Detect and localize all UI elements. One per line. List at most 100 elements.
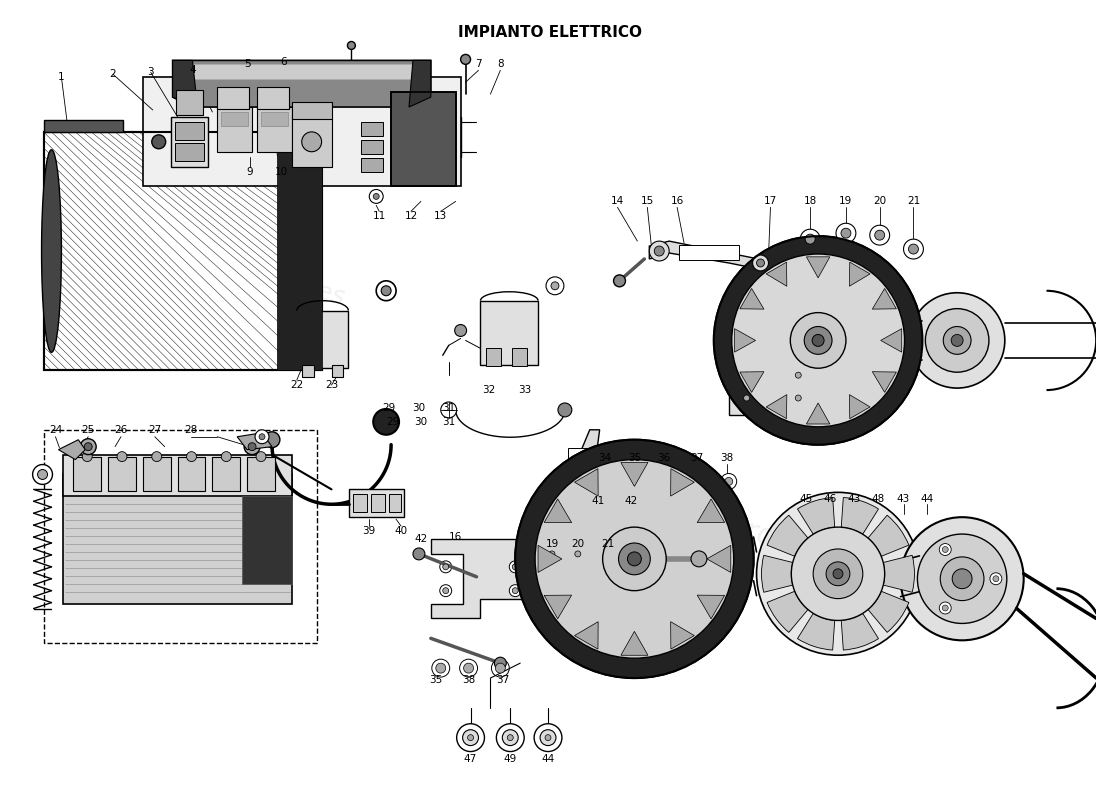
Circle shape	[812, 334, 824, 346]
Bar	[331, 366, 343, 377]
Text: 14: 14	[610, 196, 624, 206]
Circle shape	[571, 547, 585, 561]
Text: 43: 43	[847, 494, 860, 504]
Text: 30: 30	[412, 403, 426, 413]
Text: 20: 20	[873, 196, 887, 206]
Text: 24: 24	[48, 425, 62, 434]
Bar	[257, 87, 289, 109]
Circle shape	[546, 277, 564, 294]
Bar	[392, 92, 455, 186]
Circle shape	[826, 562, 850, 586]
Wedge shape	[868, 591, 909, 632]
Bar	[108, 457, 136, 491]
Bar	[481, 301, 538, 366]
Polygon shape	[697, 499, 725, 522]
Bar	[44, 430, 317, 643]
Bar	[292, 102, 331, 119]
Circle shape	[535, 724, 562, 751]
Circle shape	[495, 663, 505, 673]
Circle shape	[691, 551, 707, 567]
Text: 40: 40	[395, 526, 408, 536]
Text: IMPIANTO ELETTRICO: IMPIANTO ELETTRICO	[458, 25, 642, 40]
Circle shape	[513, 588, 518, 594]
Circle shape	[732, 254, 904, 427]
Wedge shape	[842, 498, 879, 534]
Text: 2: 2	[110, 70, 117, 79]
Circle shape	[952, 334, 964, 346]
Bar	[679, 245, 739, 260]
Circle shape	[463, 730, 478, 746]
Bar	[486, 348, 502, 366]
Text: 8: 8	[497, 59, 504, 70]
Circle shape	[654, 246, 664, 256]
Text: 21: 21	[601, 539, 614, 549]
Bar	[392, 92, 455, 186]
Text: 23: 23	[324, 380, 338, 390]
Polygon shape	[881, 329, 902, 352]
Circle shape	[993, 576, 999, 582]
Text: 16: 16	[671, 196, 684, 206]
Text: 9: 9	[246, 166, 253, 177]
Text: 13: 13	[434, 211, 448, 222]
Text: 34: 34	[598, 453, 612, 462]
Circle shape	[605, 551, 610, 557]
Text: 45: 45	[800, 494, 813, 504]
Circle shape	[507, 734, 514, 741]
Bar	[361, 122, 383, 136]
Polygon shape	[671, 622, 694, 649]
Text: 38: 38	[462, 675, 475, 685]
Polygon shape	[849, 394, 870, 418]
Circle shape	[757, 259, 764, 267]
Circle shape	[618, 543, 650, 574]
Text: 5: 5	[244, 59, 251, 70]
Polygon shape	[767, 262, 786, 286]
Circle shape	[720, 474, 737, 490]
Polygon shape	[173, 60, 431, 107]
Text: 44: 44	[921, 494, 934, 504]
Circle shape	[535, 459, 734, 658]
Polygon shape	[740, 372, 763, 392]
Bar	[64, 454, 292, 496]
Text: 31: 31	[442, 417, 455, 427]
Wedge shape	[868, 515, 909, 556]
Text: 21: 21	[906, 196, 920, 206]
Circle shape	[432, 659, 450, 677]
Circle shape	[440, 561, 452, 573]
Circle shape	[791, 391, 805, 405]
Wedge shape	[714, 236, 923, 445]
Circle shape	[456, 724, 484, 751]
Bar	[175, 122, 205, 140]
Text: 18: 18	[804, 196, 817, 206]
Circle shape	[152, 135, 166, 149]
Circle shape	[744, 372, 749, 378]
Circle shape	[943, 605, 948, 611]
Circle shape	[492, 659, 509, 677]
Polygon shape	[872, 289, 896, 309]
Circle shape	[917, 534, 1006, 623]
Text: eurospares: eurospares	[704, 507, 877, 579]
Polygon shape	[544, 499, 572, 522]
Bar	[261, 112, 288, 126]
Bar	[218, 87, 249, 109]
Circle shape	[513, 564, 518, 570]
Text: 29: 29	[386, 417, 399, 427]
Polygon shape	[649, 241, 759, 269]
Polygon shape	[544, 595, 572, 619]
Circle shape	[744, 395, 749, 401]
Polygon shape	[565, 430, 600, 618]
Bar	[389, 494, 402, 512]
Wedge shape	[883, 555, 914, 592]
Text: 39: 39	[363, 526, 376, 536]
Text: 15: 15	[640, 196, 653, 206]
Circle shape	[370, 190, 383, 203]
Polygon shape	[409, 60, 431, 107]
Text: 35: 35	[429, 675, 442, 685]
Circle shape	[649, 241, 669, 261]
Polygon shape	[538, 546, 562, 573]
Wedge shape	[761, 555, 793, 592]
Bar	[143, 457, 170, 491]
Text: 19: 19	[546, 539, 559, 549]
Polygon shape	[728, 355, 818, 415]
Circle shape	[725, 478, 733, 486]
Circle shape	[187, 452, 197, 462]
